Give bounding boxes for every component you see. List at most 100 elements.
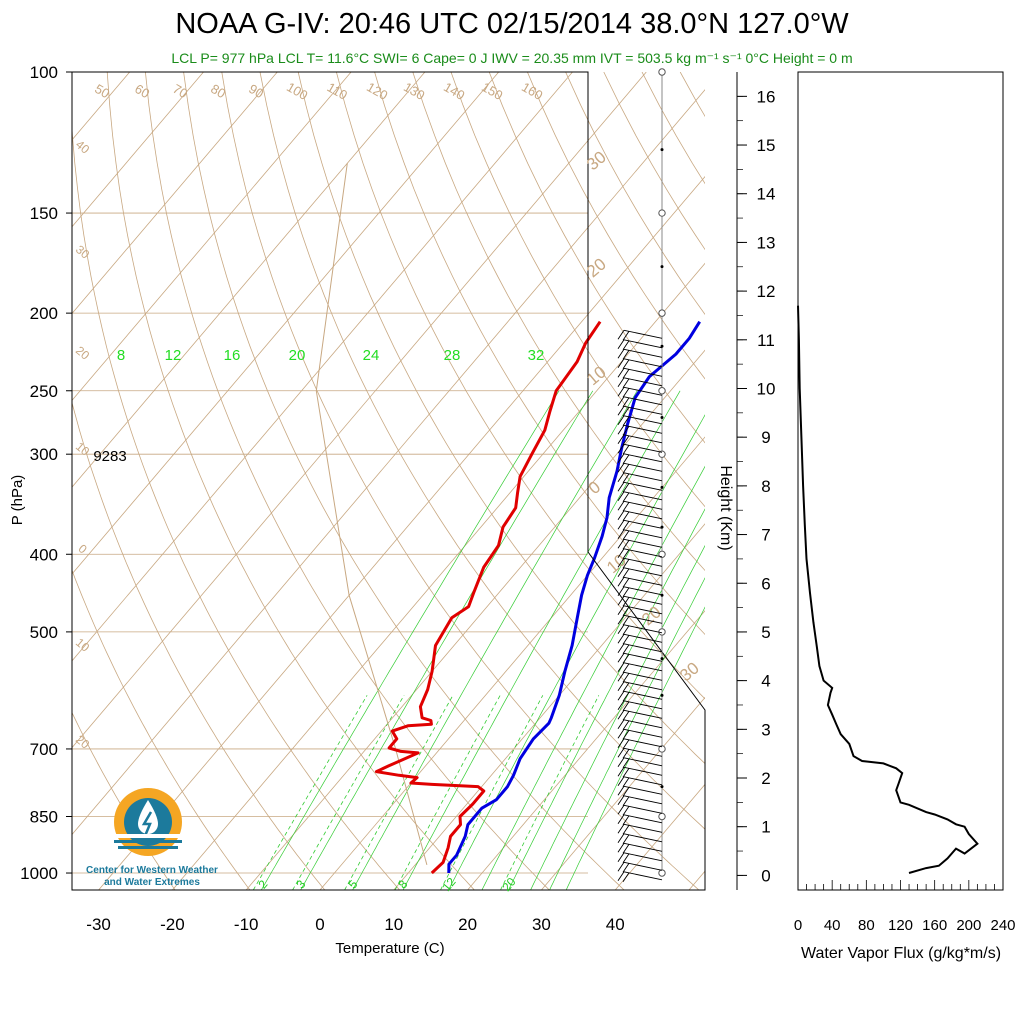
wind-barb-staff bbox=[623, 747, 663, 757]
wind-barb-flag bbox=[617, 501, 625, 511]
wind-barb-staff bbox=[623, 462, 663, 472]
flux-x-tick-label: 80 bbox=[858, 917, 875, 934]
wind-barb-flag bbox=[617, 396, 625, 407]
wind-barb-flag bbox=[617, 776, 625, 787]
wind-barb-flag bbox=[617, 691, 625, 701]
height-tick-label: 0 bbox=[761, 866, 770, 885]
mixing-ratio-label: 20 bbox=[289, 347, 306, 364]
isotherm-line bbox=[72, 72, 426, 488]
wind-barb-flag bbox=[617, 463, 625, 473]
x-tick-label: 0 bbox=[315, 915, 324, 934]
wind-barb-staff bbox=[623, 329, 663, 339]
dry-adiabat-line bbox=[72, 569, 251, 890]
dry-adiabat-label: 70 bbox=[170, 81, 190, 101]
isotherm-line bbox=[72, 72, 500, 575]
isotherm-line bbox=[72, 72, 573, 662]
wind-barb-flag bbox=[622, 568, 630, 579]
dry-adiabat-label: 80 bbox=[208, 81, 228, 101]
wind-barb-flag bbox=[622, 397, 630, 408]
wind-barb-flag bbox=[622, 331, 630, 341]
mixing-ratio-line bbox=[549, 577, 705, 890]
height-tick-label: 12 bbox=[757, 282, 776, 301]
y-tick-label: 850 bbox=[30, 807, 58, 826]
wind-barb-staff bbox=[623, 595, 663, 605]
wind-barb-flag bbox=[617, 634, 625, 644]
height-tick-label: 3 bbox=[761, 720, 770, 739]
wind-barb-flag bbox=[617, 425, 625, 435]
wind-barb-flag bbox=[617, 406, 625, 416]
dry-adiabat-label: 120 bbox=[364, 79, 390, 103]
mixing-ratio-bottom-label: 20 bbox=[499, 875, 519, 894]
height-tick-label: 16 bbox=[757, 87, 776, 106]
mixing-ratio-label: 16 bbox=[224, 347, 241, 364]
dry-adiabat-line bbox=[757, 72, 1024, 890]
isotherm-right-label: 30 bbox=[676, 658, 703, 685]
dry-adiabat-line bbox=[183, 72, 625, 890]
skew-t-background-lines bbox=[72, 72, 1024, 890]
wind-barb-flag bbox=[622, 540, 630, 550]
wind-barb-flag bbox=[617, 852, 625, 863]
mixing-ratio-line bbox=[300, 390, 594, 890]
wind-barb-flag bbox=[622, 454, 630, 465]
wind-barb-staff bbox=[623, 804, 663, 814]
wind-barb-flag bbox=[622, 616, 630, 626]
wind-barb-column bbox=[617, 68, 666, 883]
wind-barb-staff bbox=[623, 795, 663, 805]
wind-barb-staff bbox=[623, 823, 663, 833]
wind-barb-flag bbox=[617, 596, 625, 606]
mixing-ratio-line bbox=[448, 414, 705, 890]
wind-barb-flag bbox=[617, 358, 625, 369]
flux-x-axis-label: Water Vapor Flux (g/kg*m/s) bbox=[801, 945, 1001, 962]
isotherm-line bbox=[688, 870, 705, 890]
wind-barb-flag bbox=[617, 368, 625, 378]
wind-barb-flag bbox=[622, 340, 630, 351]
wind-barb-flag bbox=[622, 407, 630, 417]
wind-barb-flag bbox=[617, 757, 625, 768]
wind-level-circle bbox=[658, 387, 666, 395]
wind-barb-flag bbox=[622, 511, 630, 522]
parcel-path-line bbox=[315, 163, 428, 866]
mixing-ratio-label: 12 bbox=[165, 347, 182, 364]
wind-barb-flag bbox=[622, 787, 630, 797]
isotherm-right-label: 10 bbox=[583, 362, 610, 389]
wind-barb-flag bbox=[617, 577, 625, 587]
wind-barb-flag bbox=[617, 672, 625, 682]
wind-barb-flag bbox=[622, 378, 630, 389]
wind-barb-flag bbox=[617, 624, 625, 635]
mixing-ratio-line bbox=[508, 508, 705, 890]
height-tick-label: 4 bbox=[761, 672, 770, 691]
isotherm-right-label: 30 bbox=[583, 147, 610, 174]
wind-barb-flag bbox=[622, 530, 630, 541]
wind-barb-flag bbox=[622, 578, 630, 588]
wind-barb-flag bbox=[617, 862, 625, 872]
dry-adiabat-line bbox=[641, 72, 705, 185]
wind-barb-flag bbox=[622, 663, 630, 674]
wind-barb-flag bbox=[617, 738, 625, 749]
wind-barb-flag bbox=[622, 739, 630, 750]
wind-barb-flag bbox=[622, 597, 630, 607]
wind-barb-flag bbox=[617, 795, 625, 806]
wind-barb-staff bbox=[623, 405, 663, 415]
dry-adiabat-line bbox=[259, 72, 705, 830]
y-tick-label: 700 bbox=[30, 740, 58, 759]
wind-barb-flag bbox=[617, 482, 625, 492]
wind-level-circle bbox=[658, 309, 666, 317]
y-tick-label: 250 bbox=[30, 382, 58, 401]
wind-barb-flag bbox=[617, 558, 625, 568]
wind-barb-flag bbox=[622, 777, 630, 788]
wind-barb-flag bbox=[622, 834, 630, 845]
wind-barb-staff bbox=[623, 738, 663, 748]
wind-barb-flag bbox=[622, 435, 630, 446]
wind-barb-flag bbox=[622, 796, 630, 807]
wind-barb-flag bbox=[617, 814, 625, 825]
wind-level-circle bbox=[658, 450, 666, 458]
wind-barb-staff bbox=[623, 614, 663, 624]
wind-barb-staff bbox=[623, 434, 663, 444]
wind-barb-flag bbox=[622, 606, 630, 617]
wind-barb-flag bbox=[622, 388, 630, 398]
saturation-mixing-line bbox=[394, 695, 501, 890]
wind-barb-flag bbox=[617, 710, 625, 720]
dry-adiabat-label: 160 bbox=[519, 79, 545, 103]
wind-barb-staff bbox=[623, 605, 663, 615]
